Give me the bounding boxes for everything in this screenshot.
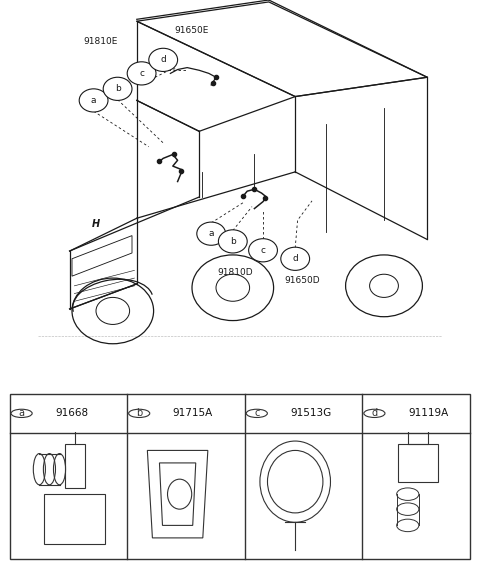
Circle shape (249, 239, 277, 262)
Circle shape (149, 48, 178, 72)
Circle shape (11, 409, 32, 417)
Text: a: a (19, 408, 24, 419)
Circle shape (103, 77, 132, 101)
Text: c: c (261, 246, 265, 255)
Text: 91668: 91668 (55, 408, 88, 419)
Circle shape (129, 409, 150, 417)
Bar (10, 394, 470, 559)
Text: b: b (136, 408, 143, 419)
Text: H: H (92, 219, 100, 229)
Circle shape (246, 409, 267, 417)
Circle shape (79, 89, 108, 112)
Text: 91650D: 91650D (285, 276, 320, 285)
Text: b: b (115, 84, 120, 93)
Text: a: a (208, 229, 214, 238)
Circle shape (197, 222, 226, 245)
Text: d: d (372, 408, 377, 419)
Text: d: d (292, 254, 298, 264)
Text: 91715A: 91715A (173, 408, 213, 419)
Text: 91513G: 91513G (290, 408, 332, 419)
Circle shape (281, 247, 310, 270)
Text: c: c (254, 408, 260, 419)
Text: 91810E: 91810E (84, 37, 118, 47)
Text: b: b (230, 237, 236, 246)
Text: 91810D: 91810D (217, 269, 253, 277)
Circle shape (127, 62, 156, 85)
Text: 91650E: 91650E (175, 26, 209, 35)
Text: 91119A: 91119A (408, 408, 448, 419)
Circle shape (218, 230, 247, 253)
Text: d: d (160, 55, 166, 64)
Text: a: a (91, 96, 96, 105)
Text: c: c (139, 69, 144, 78)
Circle shape (364, 409, 385, 417)
